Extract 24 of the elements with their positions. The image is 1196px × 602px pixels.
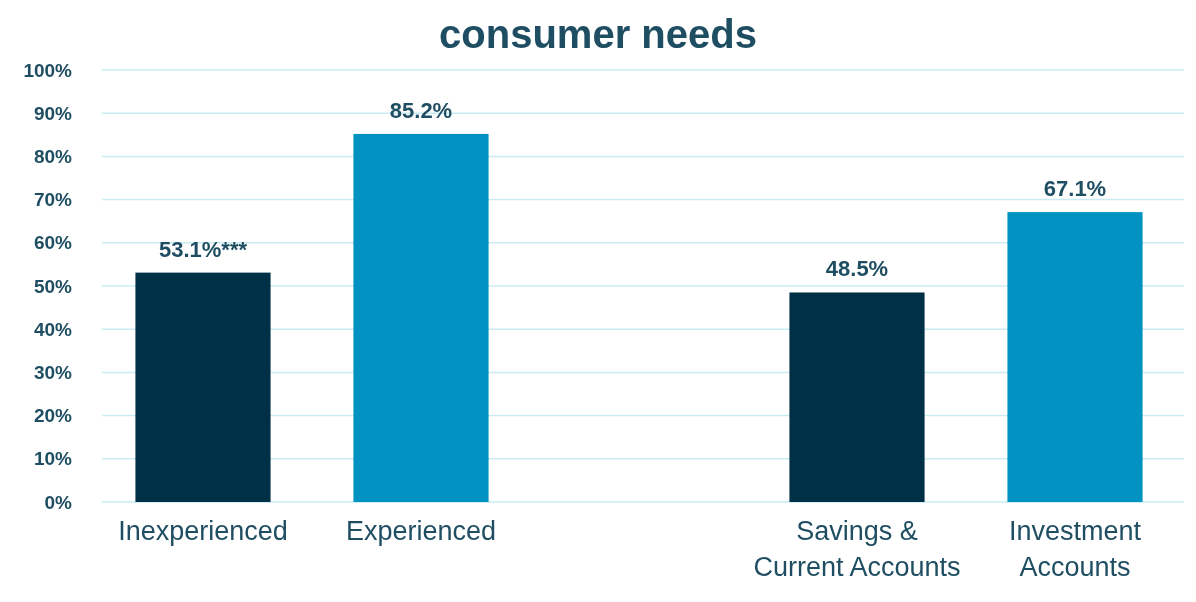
y-tick-label: 70% <box>33 189 73 211</box>
y-tick-label: 0% <box>44 491 73 513</box>
x-tick-label: Inexperienced <box>118 516 288 546</box>
y-tick-label: 30% <box>33 362 73 384</box>
x-tick-label: Savings & Current Accounts <box>753 516 961 582</box>
bar <box>135 272 271 502</box>
data-label: 53.1%*** <box>158 236 248 262</box>
y-tick-label: 100% <box>23 59 73 81</box>
bar <box>353 133 489 502</box>
data-label: 85.2% <box>389 97 453 123</box>
bar <box>1007 212 1143 502</box>
x-tick-label: Investment Accounts <box>1008 516 1142 582</box>
y-tick-label: 80% <box>33 146 73 168</box>
bar <box>789 292 925 502</box>
y-tick-label: 90% <box>33 102 73 124</box>
chart-title: consumer needs <box>439 12 757 56</box>
y-tick-label: 20% <box>33 405 73 427</box>
data-label: 48.5% <box>825 256 889 282</box>
y-tick-label: 40% <box>33 318 73 340</box>
y-tick-label: 50% <box>33 275 73 297</box>
y-tick-label: 10% <box>33 448 73 470</box>
y-tick-label: 60% <box>33 232 73 254</box>
data-label: 67.1% <box>1043 176 1107 202</box>
x-tick-label: Experienced <box>345 516 497 546</box>
